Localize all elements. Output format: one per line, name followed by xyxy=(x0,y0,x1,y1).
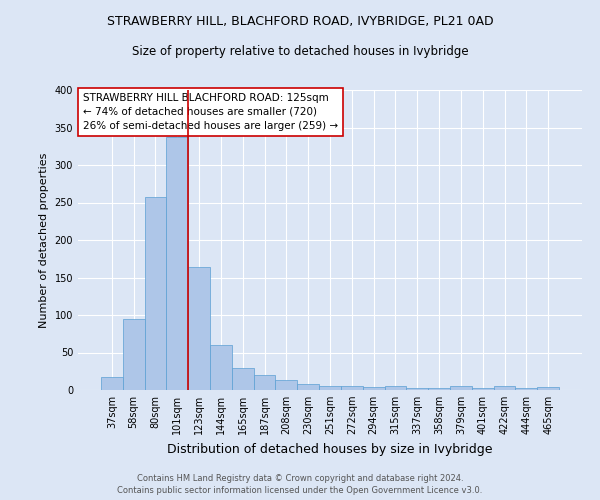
Bar xyxy=(472,388,494,390)
Text: STRAWBERRY HILL BLACHFORD ROAD: 125sqm
← 74% of detached houses are smaller (720: STRAWBERRY HILL BLACHFORD ROAD: 125sqm ←… xyxy=(83,93,338,131)
Bar xyxy=(210,345,232,390)
Bar xyxy=(537,387,559,390)
Bar xyxy=(319,386,341,390)
Bar xyxy=(232,368,254,390)
Bar xyxy=(385,386,406,390)
X-axis label: Distribution of detached houses by size in Ivybridge: Distribution of detached houses by size … xyxy=(167,442,493,456)
Bar xyxy=(428,388,450,390)
Bar xyxy=(275,380,297,390)
Bar xyxy=(145,196,166,390)
Bar xyxy=(101,376,123,390)
Bar xyxy=(166,136,188,390)
Text: Contains HM Land Registry data © Crown copyright and database right 2024.
Contai: Contains HM Land Registry data © Crown c… xyxy=(118,474,482,495)
Bar xyxy=(254,375,275,390)
Text: Size of property relative to detached houses in Ivybridge: Size of property relative to detached ho… xyxy=(131,45,469,58)
Bar xyxy=(123,319,145,390)
Bar xyxy=(515,388,537,390)
Bar xyxy=(494,386,515,390)
Bar xyxy=(406,388,428,390)
Bar xyxy=(188,267,210,390)
Bar xyxy=(297,384,319,390)
Y-axis label: Number of detached properties: Number of detached properties xyxy=(39,152,49,328)
Text: STRAWBERRY HILL, BLACHFORD ROAD, IVYBRIDGE, PL21 0AD: STRAWBERRY HILL, BLACHFORD ROAD, IVYBRID… xyxy=(107,15,493,28)
Bar xyxy=(341,386,363,390)
Bar xyxy=(450,386,472,390)
Bar xyxy=(363,387,385,390)
